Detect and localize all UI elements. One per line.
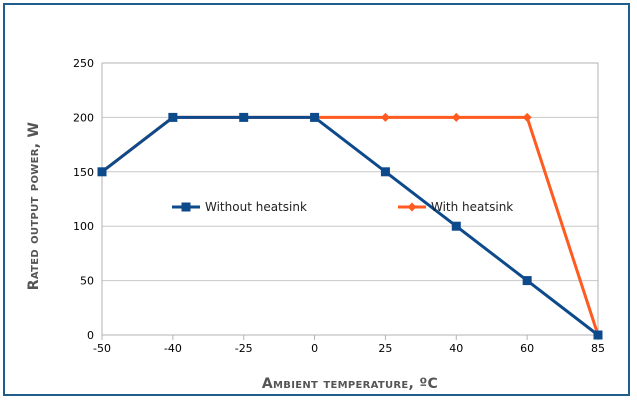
data-point: [310, 112, 320, 122]
x-tick-label: 85: [591, 342, 605, 355]
x-tick-label: 0: [311, 342, 318, 355]
plot-area-border: [101, 62, 599, 336]
data-point: [380, 112, 390, 122]
legend-label: With heatsink: [431, 200, 513, 214]
data-point: [451, 221, 461, 231]
y-tick-label: 150: [73, 166, 94, 179]
data-point: [97, 167, 107, 177]
y-tick-label: 250: [73, 57, 94, 70]
y-tick-label: 0: [87, 329, 94, 342]
legend-marker: [407, 202, 417, 212]
x-tick-label: 60: [520, 342, 534, 355]
data-point: [380, 167, 390, 177]
series-without-heatsink: [97, 112, 603, 340]
series-layer: [97, 112, 603, 340]
grid-layer: [102, 62, 598, 336]
chart-frame: [3, 3, 630, 396]
x-tick-label: -40: [164, 342, 182, 355]
y-axis-title: Rated output power, W: [26, 122, 42, 290]
data-point: [522, 276, 532, 286]
axis-layer: 0 50 100 150 200 250 -50 -40 -25 0 25 40 60 85: [73, 57, 605, 355]
data-point: [239, 112, 249, 122]
y-tick-label: 200: [73, 111, 94, 124]
legend-label: Without heatsink: [205, 200, 307, 214]
x-tick-label: 40: [449, 342, 463, 355]
legend-entry: Without heatsink: [172, 200, 307, 214]
x-tick-label: 25: [378, 342, 392, 355]
data-point: [168, 112, 178, 122]
x-tick-label: -50: [93, 342, 111, 355]
legend-marker: [181, 202, 191, 212]
legend: Without heatsink With heatsink: [172, 200, 513, 214]
y-tick-label: 100: [73, 220, 94, 233]
legend-entry: With heatsink: [398, 200, 513, 214]
y-tick-label: 50: [80, 275, 94, 288]
series-line: [101, 115, 599, 337]
x-tick-label: -25: [235, 342, 253, 355]
x-axis-title: Ambient temperature, ºC: [262, 376, 438, 392]
data-point: [451, 112, 461, 122]
data-point: [522, 112, 532, 122]
data-point: [593, 330, 603, 340]
